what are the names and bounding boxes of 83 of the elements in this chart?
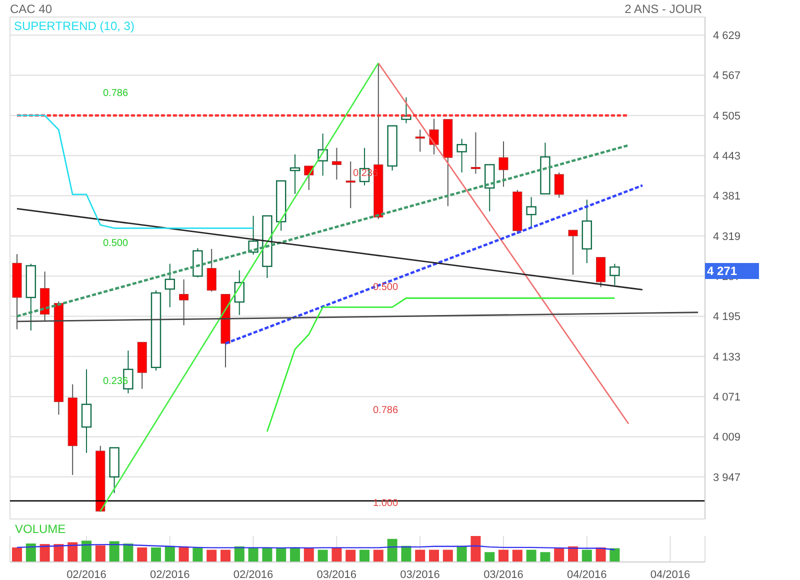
bar <box>456 546 467 562</box>
candlestick <box>456 138 467 173</box>
bar <box>40 544 50 562</box>
bar <box>373 550 384 562</box>
bar <box>429 550 439 562</box>
y-tick-label: 4 133 <box>713 351 741 364</box>
y-tick-label: 4 195 <box>713 311 741 324</box>
candlestick <box>568 230 578 276</box>
annotation: 0.786 <box>372 405 400 416</box>
annotation: 0.500 <box>102 238 130 249</box>
bar <box>360 550 370 562</box>
candlestick <box>498 140 508 188</box>
chart-title: VOLUME <box>15 522 66 536</box>
line-series <box>16 114 254 229</box>
bar <box>387 538 398 562</box>
bar <box>582 550 592 562</box>
bar <box>554 548 564 562</box>
x-tick-label: 03/2016 <box>400 568 440 580</box>
bar <box>109 541 120 562</box>
candlestick <box>415 129 425 152</box>
bar <box>68 542 78 562</box>
candlestick <box>526 196 536 229</box>
x-tick-label: 02/2016 <box>66 568 106 580</box>
bar <box>192 547 203 562</box>
x-tick-label: 02/2016 <box>150 568 190 580</box>
bar <box>137 547 148 562</box>
bar <box>123 544 134 562</box>
text: 4 271 <box>705 263 760 279</box>
y-tick-label: 3 947 <box>713 472 741 484</box>
bar <box>318 550 328 562</box>
y-tick-label: 4 505 <box>713 110 741 122</box>
y-tick-label: 4 009 <box>713 432 741 444</box>
bar <box>178 546 189 562</box>
bar <box>346 550 356 562</box>
bar <box>220 550 230 562</box>
candlestick <box>470 132 480 174</box>
candlestick <box>290 154 300 194</box>
bar <box>484 552 495 562</box>
bar <box>164 546 175 562</box>
text: SUPERTREND (10, 3) <box>14 19 134 33</box>
annotation: 0.500 <box>372 282 400 293</box>
candlestick <box>179 278 189 326</box>
bar <box>442 550 453 562</box>
candlestick <box>164 263 175 308</box>
x-tick-label: 03/2016 <box>316 568 357 580</box>
bar <box>206 550 217 562</box>
x-tick-label: 04/2016 <box>650 568 690 580</box>
bar <box>12 547 22 562</box>
y-tick-label: 4 071 <box>713 391 741 404</box>
candlestick <box>332 147 342 180</box>
candlestick <box>401 96 412 124</box>
x-tick-label: 02/2016 <box>233 568 274 580</box>
bar <box>415 550 426 562</box>
y-tick-label: 4 443 <box>713 150 741 163</box>
bar <box>540 552 550 562</box>
annotation: 1.000 <box>372 498 400 509</box>
candlestick <box>206 248 216 292</box>
chart-subtitle: 2 ANS - JOUR <box>624 2 702 16</box>
y-tick-label: 4 567 <box>713 70 741 82</box>
x-tick-label: 04/2016 <box>566 568 607 580</box>
y-tick-label: 4 629 <box>713 30 741 42</box>
chart-title: CAC 40 <box>10 2 52 16</box>
bar <box>95 545 106 562</box>
candlestick <box>484 164 495 212</box>
bar <box>526 550 536 562</box>
bar <box>498 550 508 562</box>
bar <box>151 547 161 562</box>
candlestick <box>610 263 620 286</box>
bar <box>401 546 412 562</box>
bar <box>512 550 522 562</box>
bar <box>82 540 92 562</box>
bar <box>610 548 620 562</box>
candlestick <box>81 368 92 454</box>
candlestick <box>429 118 439 155</box>
y-tick-label: 4 319 <box>713 230 741 243</box>
bar <box>470 536 481 562</box>
y-tick-label: 4 381 <box>713 190 741 203</box>
line-series <box>266 297 616 432</box>
x-tick-label: 03/2016 <box>484 568 524 580</box>
bar <box>26 544 36 562</box>
bar <box>54 544 64 562</box>
candlestick <box>554 172 564 198</box>
annotation: 0.786 <box>102 88 130 99</box>
